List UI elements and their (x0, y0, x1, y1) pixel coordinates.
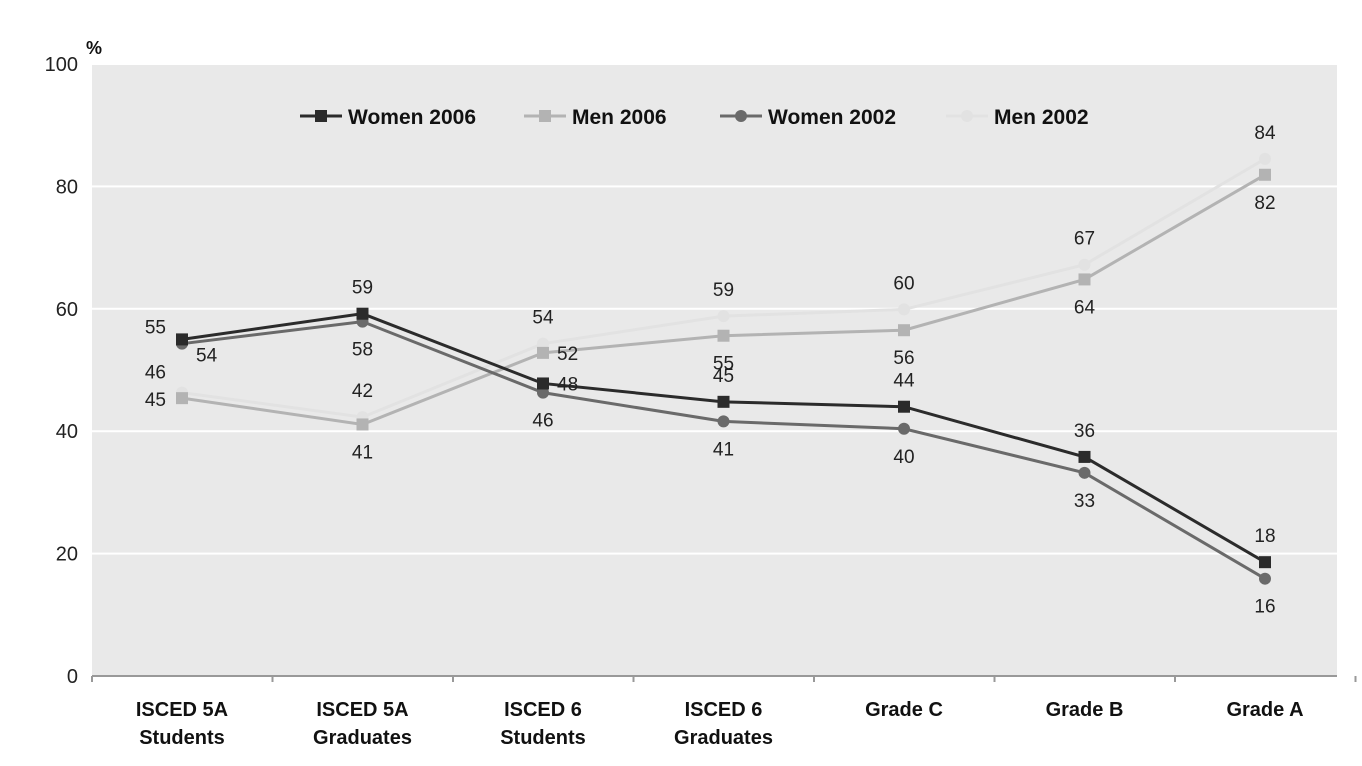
data-point (356, 418, 369, 431)
data-point (537, 337, 549, 350)
data-point (898, 303, 910, 316)
data-label: 46 (532, 411, 553, 432)
y-tick-label: 20 (56, 544, 78, 566)
data-labels-men-2006: 45 41 52 55 56 64 82 (145, 193, 1276, 464)
data-point (537, 377, 549, 390)
data-label: 48 (557, 374, 578, 395)
data-labels-women-2002: 54 58 46 41 40 33 16 (196, 340, 1276, 618)
data-point (1259, 572, 1271, 585)
data-label: 84 (1254, 123, 1276, 144)
data-label: 59 (713, 280, 734, 301)
data-label: 40 (893, 447, 914, 468)
data-point (176, 392, 188, 405)
legend-marker (315, 110, 327, 122)
data-labels-men-2002: 46 42 54 59 60 67 84 (145, 123, 1276, 402)
data-label: 41 (713, 439, 734, 460)
data-point (1259, 152, 1271, 165)
x-category-label: Grade A (1226, 699, 1303, 721)
data-label: 44 (893, 371, 915, 392)
data-point (898, 422, 910, 435)
data-label: 42 (352, 381, 373, 402)
x-category-label: ISCED 5A Graduates (313, 699, 412, 749)
legend-label: Men 2006 (572, 106, 667, 129)
data-point (1078, 258, 1091, 271)
data-point (717, 395, 730, 408)
x-category-label: ISCED 6 Graduates (674, 699, 773, 749)
data-point (537, 386, 549, 399)
series-group: 55 59 48 45 44 36 18 45 41 52 55 56 64 82 54 58 46 41 40 33… (145, 123, 1276, 618)
legend-item: Women 2006 (300, 106, 476, 129)
series-women-2006 (176, 307, 1271, 569)
y-tick-label: 100 (45, 54, 78, 76)
data-point (176, 333, 188, 346)
legend-marker (539, 110, 551, 122)
data-label: 82 (1254, 193, 1275, 214)
legend-label: Men 2002 (994, 106, 1089, 129)
legend-marker (961, 110, 973, 122)
data-label: 67 (1074, 229, 1095, 250)
data-label: 64 (1074, 297, 1096, 318)
y-tick-label: 40 (56, 421, 78, 443)
x-axis: ISCED 5A Students ISCED 5A Graduates ISCED 6… (91, 675, 1357, 749)
y-tick-label: 60 (56, 299, 78, 321)
data-label: 45 (713, 366, 734, 387)
gridlines (92, 63, 1337, 555)
legend-item: Men 2006 (524, 106, 667, 129)
data-label: 52 (557, 344, 578, 365)
data-point (898, 400, 910, 413)
y-tick-label: 0 (67, 666, 78, 688)
data-label: 45 (145, 390, 166, 411)
legend-label: Women 2006 (348, 106, 476, 129)
data-label: 55 (145, 317, 166, 338)
data-label: 54 (196, 346, 218, 367)
y-tick-label: 80 (56, 176, 78, 198)
data-point (1078, 466, 1091, 479)
data-label: 60 (893, 273, 914, 294)
series-men-2006 (176, 168, 1271, 431)
data-label: 18 (1254, 526, 1275, 547)
data-point (1259, 168, 1271, 181)
data-point (537, 346, 549, 359)
data-point (1078, 450, 1091, 463)
data-label: 56 (893, 348, 914, 369)
data-label: 59 (352, 278, 373, 299)
legend-item: Men 2002 (946, 106, 1089, 129)
data-label: 41 (352, 442, 373, 463)
data-point (1259, 556, 1271, 569)
x-category-label: Grade C (865, 699, 943, 721)
data-label: 46 (145, 363, 166, 384)
data-point (898, 324, 910, 337)
x-category-label: Grade B (1046, 699, 1124, 721)
data-point (356, 307, 369, 320)
data-label: 16 (1254, 597, 1275, 618)
legend-marker (735, 110, 747, 122)
y-axis-unit-label: % (86, 38, 102, 58)
data-label: 33 (1074, 491, 1095, 512)
data-label: 58 (352, 340, 373, 361)
data-labels-women-2006: 55 59 48 45 44 36 18 (145, 278, 1276, 547)
data-point (717, 415, 730, 428)
data-point (1078, 273, 1091, 286)
legend: Women 2006 Men 2006 Women 2002 Men 2002 (300, 106, 1089, 129)
x-category-label: ISCED 5A Students (136, 699, 228, 749)
plot-area (92, 64, 1337, 677)
legend-item: Women 2002 (720, 106, 896, 129)
data-label: 36 (1074, 421, 1095, 442)
y-axis: 0 20 40 60 80 100 (45, 54, 78, 688)
data-label: 55 (713, 354, 734, 375)
x-category-label: ISCED 6 Students (500, 699, 586, 749)
legend-label: Women 2002 (768, 106, 896, 129)
data-label: 54 (532, 308, 554, 329)
data-point (717, 310, 730, 323)
data-point (717, 329, 730, 342)
